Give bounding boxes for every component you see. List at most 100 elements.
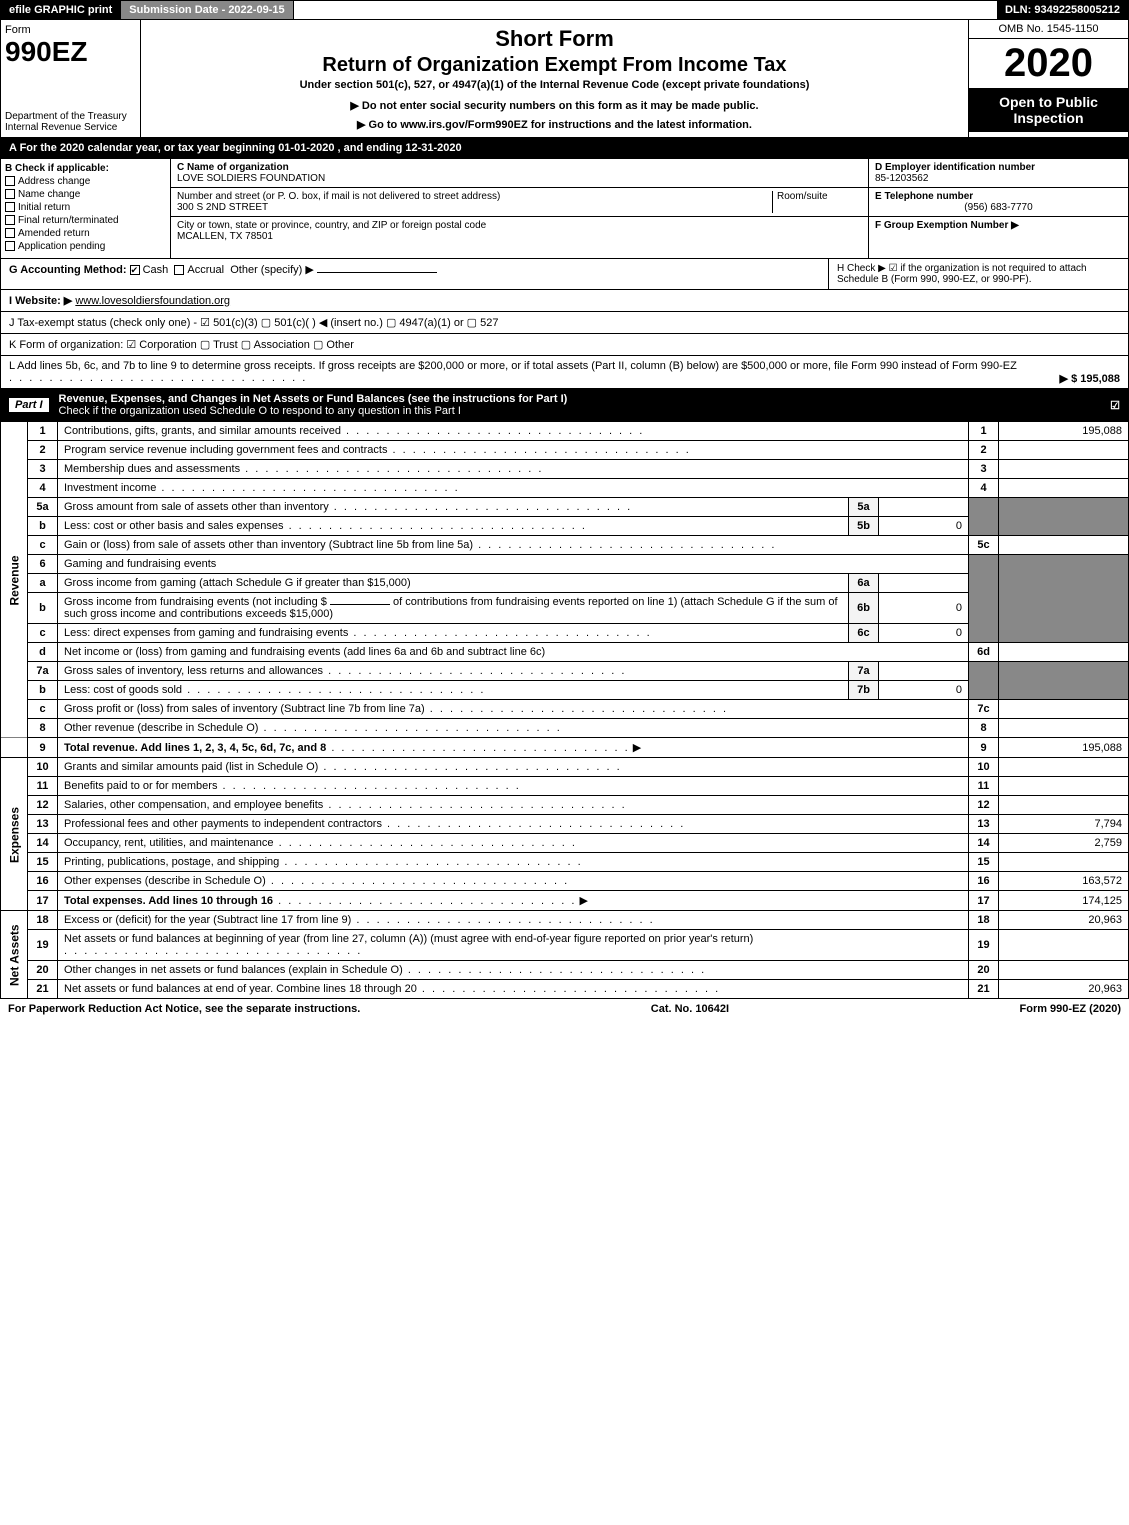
check-amended-return[interactable]: Amended return (5, 228, 166, 239)
line-21-val: 20,963 (999, 980, 1129, 999)
check-amended-return-label: Amended return (18, 228, 90, 239)
part-1-title: Revenue, Expenses, and Changes in Net As… (59, 393, 568, 405)
line-8-num: 8 (28, 719, 58, 738)
submission-date-label: Submission Date - 2022-09-15 (121, 1, 293, 19)
line-17-val: 174,125 (999, 891, 1129, 911)
line-a-taxyear: A For the 2020 calendar year, or tax yea… (0, 138, 1129, 159)
line-6a-num: a (28, 574, 58, 593)
line-9-num: 9 (28, 738, 58, 758)
line-17-rn: 17 (969, 891, 999, 911)
line-6-desc: Gaming and fundraising events (58, 555, 969, 574)
line-5c-rn: 5c (969, 536, 999, 555)
line-6b-blank[interactable] (330, 604, 390, 605)
line-12-rn: 12 (969, 796, 999, 815)
part-1-lines-table: Revenue 1 Contributions, gifts, grants, … (0, 422, 1129, 999)
check-address-change[interactable]: Address change (5, 176, 166, 187)
line-18-rn: 18 (969, 911, 999, 930)
line-14-num: 14 (28, 834, 58, 853)
line-15-num: 15 (28, 853, 58, 872)
row-k: K Form of organization: ☑ Corporation ▢ … (0, 334, 1129, 356)
line-4-val (999, 479, 1129, 498)
line-1-val: 195,088 (999, 422, 1129, 441)
check-name-change[interactable]: Name change (5, 189, 166, 200)
line-2-rn: 2 (969, 441, 999, 460)
line-3-num: 3 (28, 460, 58, 479)
line-7b-sub: 7b (849, 681, 879, 700)
line-6b-subval: 0 (879, 593, 969, 624)
line-17-desc: Total expenses. Add lines 10 through 16 (64, 895, 273, 907)
line-5c-val (999, 536, 1129, 555)
line-20-val (999, 961, 1129, 980)
line-11-desc: Benefits paid to or for members (64, 780, 217, 792)
line-8-desc: Other revenue (describe in Schedule O) (64, 722, 258, 734)
line-4-desc: Investment income (64, 482, 156, 494)
vcat-revenue: Revenue (1, 422, 28, 738)
footer-left: For Paperwork Reduction Act Notice, see … (8, 1003, 360, 1015)
line-5c-desc: Gain or (loss) from sale of assets other… (64, 539, 473, 551)
form-header: Form 990EZ Department of the Treasury In… (0, 20, 1129, 138)
line-15-desc: Printing, publications, postage, and shi… (64, 856, 279, 868)
check-accrual[interactable] (174, 265, 184, 275)
other-specify-label: Other (specify) ▶ (230, 264, 314, 276)
line-5b-subval: 0 (879, 517, 969, 536)
line-17-arrow: ▶ (580, 895, 588, 907)
check-application-pending-label: Application pending (18, 241, 105, 252)
dept-of-treasury: Department of the Treasury (5, 111, 136, 122)
line-10-val (999, 758, 1129, 777)
line-3-rn: 3 (969, 460, 999, 479)
line-5c-num: c (28, 536, 58, 555)
line-2-val (999, 441, 1129, 460)
row-g-h: G Accounting Method: Cash Accrual Other … (0, 259, 1129, 290)
line-20-num: 20 (28, 961, 58, 980)
line-16-val: 163,572 (999, 872, 1129, 891)
line-12-desc: Salaries, other compensation, and employ… (64, 799, 323, 811)
check-initial-return-label: Initial return (18, 202, 70, 213)
line-7a-subval (879, 662, 969, 681)
other-specify-input[interactable] (317, 272, 437, 273)
line-15-val (999, 853, 1129, 872)
vcat-expenses: Expenses (1, 758, 28, 911)
check-initial-return[interactable]: Initial return (5, 202, 166, 213)
footer-mid: Cat. No. 10642I (651, 1003, 729, 1015)
section-b-through-f: B Check if applicable: Address change Na… (0, 159, 1129, 259)
line-10-rn: 10 (969, 758, 999, 777)
goto-instructions[interactable]: ▶ Go to www.irs.gov/Form990EZ for instru… (149, 118, 960, 131)
part-1-header: Part I Revenue, Expenses, and Changes in… (0, 389, 1129, 422)
line-13-rn: 13 (969, 815, 999, 834)
efile-print-label[interactable]: efile GRAPHIC print (1, 1, 121, 19)
check-application-pending[interactable]: Application pending (5, 241, 166, 252)
form-word: Form (5, 24, 136, 36)
line-2-num: 2 (28, 441, 58, 460)
line-1-desc: Contributions, gifts, grants, and simila… (64, 425, 341, 437)
line-11-rn: 11 (969, 777, 999, 796)
line-8-rn: 8 (969, 719, 999, 738)
line-g-label: G Accounting Method: (9, 264, 127, 276)
return-exempt-title: Return of Organization Exempt From Incom… (149, 54, 960, 77)
shade-5ab-val (999, 498, 1129, 536)
part-1-schedule-o-check[interactable]: ☑ (1110, 399, 1120, 412)
tax-year: 2020 (969, 39, 1128, 88)
website-value[interactable]: www.lovesoldiersfoundation.org (75, 295, 230, 307)
ssn-warning: ▶ Do not enter social security numbers o… (149, 99, 960, 112)
line-4-rn: 4 (969, 479, 999, 498)
line-5a-desc: Gross amount from sale of assets other t… (64, 501, 329, 513)
line-l-amount: ▶ $ 195,088 (1060, 372, 1120, 385)
shade-5ab (969, 498, 999, 536)
line-9-rn: 9 (969, 738, 999, 758)
line-9-arrow: ▶ (633, 742, 641, 754)
line-17-num: 17 (28, 891, 58, 911)
org-name: LOVE SOLDIERS FOUNDATION (177, 173, 325, 184)
line-5b-num: b (28, 517, 58, 536)
check-final-return[interactable]: Final return/terminated (5, 215, 166, 226)
line-5a-subval (879, 498, 969, 517)
line-20-desc: Other changes in net assets or fund bala… (64, 964, 403, 976)
line-13-val: 7,794 (999, 815, 1129, 834)
check-name-change-label: Name change (18, 189, 80, 200)
line-6d-desc: Net income or (loss) from gaming and fun… (64, 646, 545, 658)
line-6a-desc: Gross income from gaming (attach Schedul… (64, 577, 411, 589)
room-suite-label: Room/suite (777, 191, 828, 202)
line-6d-val (999, 643, 1129, 662)
line-19-val (999, 930, 1129, 961)
check-cash[interactable] (130, 265, 140, 275)
line-7c-desc: Gross profit or (loss) from sales of inv… (64, 703, 425, 715)
